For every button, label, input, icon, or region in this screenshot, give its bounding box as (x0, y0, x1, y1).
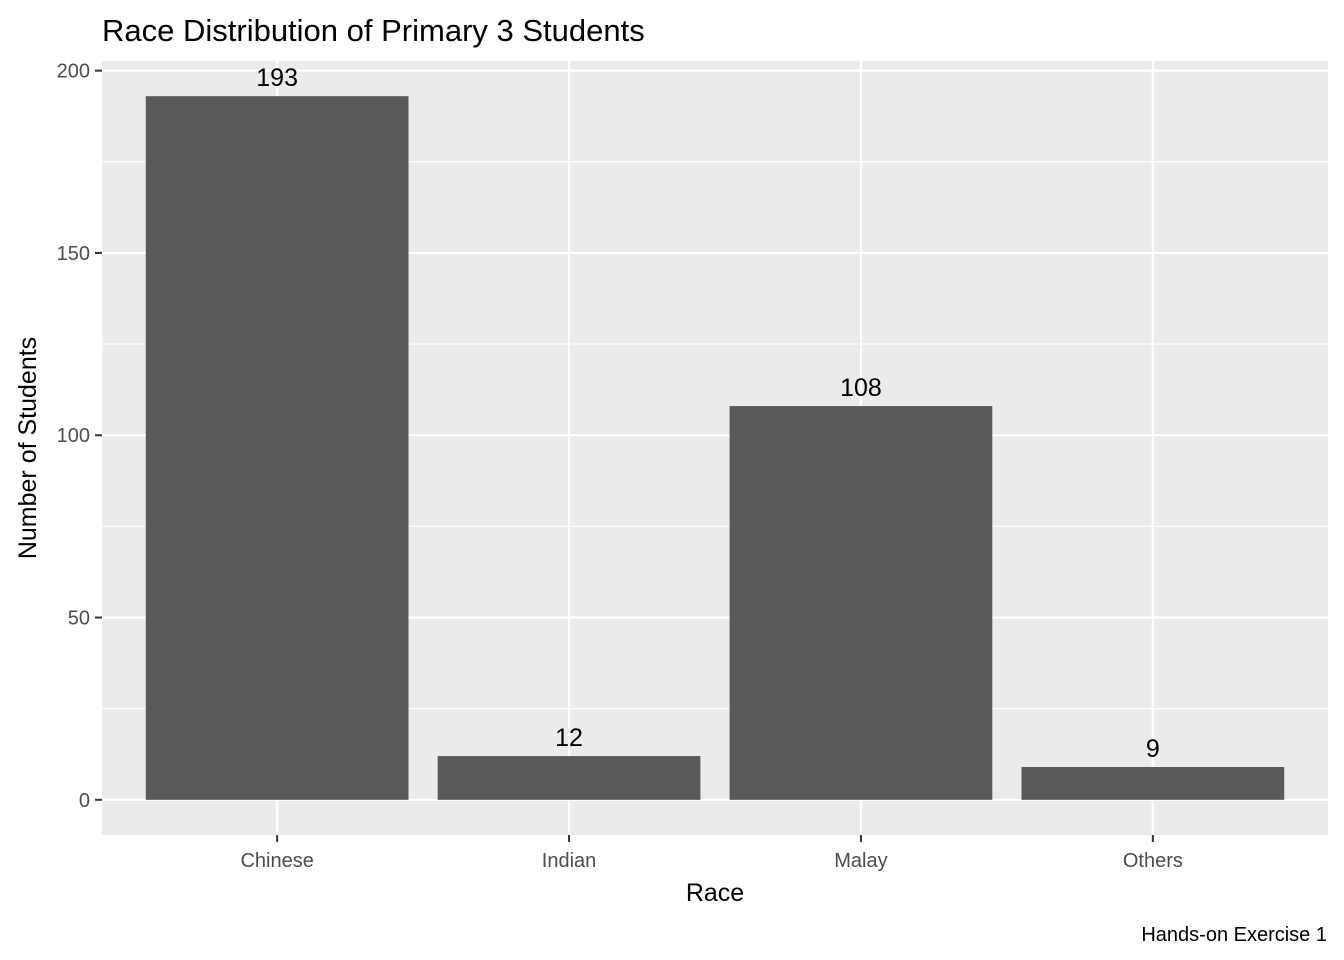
y-tick-label: 100 (57, 425, 90, 447)
data-labels: 193 12 108 9 (256, 64, 1160, 763)
x-tick-label: Malay (834, 850, 887, 872)
bar-value-label: 108 (840, 374, 882, 402)
bar-value-label: 193 (256, 64, 298, 92)
bar-value-label: 12 (555, 724, 583, 752)
x-axis: Chinese Indian Malay Others (240, 835, 1183, 872)
x-tick-label: Others (1123, 850, 1183, 872)
bar-value-label: 9 (1146, 735, 1160, 763)
bar (437, 756, 701, 800)
chart-title: Race Distribution of Primary 3 Students (102, 13, 645, 48)
y-tick-label: 50 (68, 608, 90, 630)
chart-caption: Hands-on Exercise 1 (1141, 924, 1327, 946)
bars (145, 96, 1285, 800)
y-tick-label: 200 (57, 61, 90, 83)
y-tick-label: 0 (79, 790, 90, 812)
y-axis-title: Number of Students (14, 337, 42, 559)
x-axis-title: Race (686, 879, 744, 907)
bar (1021, 767, 1285, 800)
x-tick-label: Chinese (240, 850, 313, 872)
y-axis: 0 50 100 150 200 (57, 61, 102, 812)
bar (729, 406, 993, 800)
bar (145, 96, 409, 800)
y-tick-label: 150 (57, 243, 90, 265)
x-tick-label: Indian (542, 850, 597, 872)
